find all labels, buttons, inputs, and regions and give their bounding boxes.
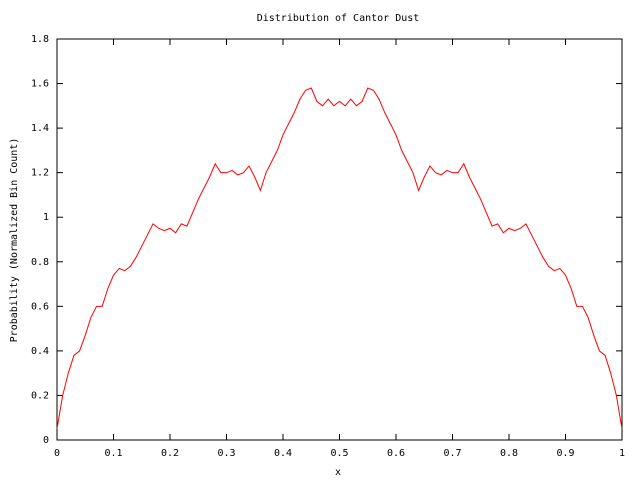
x-tick-label: 1 [619,448,625,459]
y-tick-label: 1.2 [31,168,49,179]
x-tick-label: 0.3 [217,448,235,459]
x-tick-label: 0.7 [443,448,461,459]
x-tick-label: 0 [54,448,60,459]
y-tick-label: 0.4 [31,346,49,357]
x-tick-label: 0.8 [500,448,518,459]
x-tick-label: 0.1 [104,448,122,459]
y-tick-label: 0 [43,435,49,446]
x-axis-label: x [335,467,341,478]
y-tick-label: 0.6 [31,301,49,312]
x-tick-label: 0.2 [161,448,179,459]
y-tick-label: 1.4 [31,123,49,134]
x-tick-label: 0.9 [556,448,574,459]
y-tick-label: 1.6 [31,79,49,90]
data-line [56,87,623,429]
x-tick-label: 0.4 [274,448,292,459]
y-tick-label: 0.8 [31,257,49,268]
chart-title: Distribution of Cantor Dust [257,13,420,24]
x-tick-label: 0.6 [387,448,405,459]
y-axis-label: Probability (Normalized Bin Count) [9,138,20,343]
y-tick-label: 1 [43,212,49,223]
y-tick-label: 1.8 [31,34,49,45]
y-tick-label: 0.2 [31,390,49,401]
x-tick-label: 0.5 [330,448,348,459]
